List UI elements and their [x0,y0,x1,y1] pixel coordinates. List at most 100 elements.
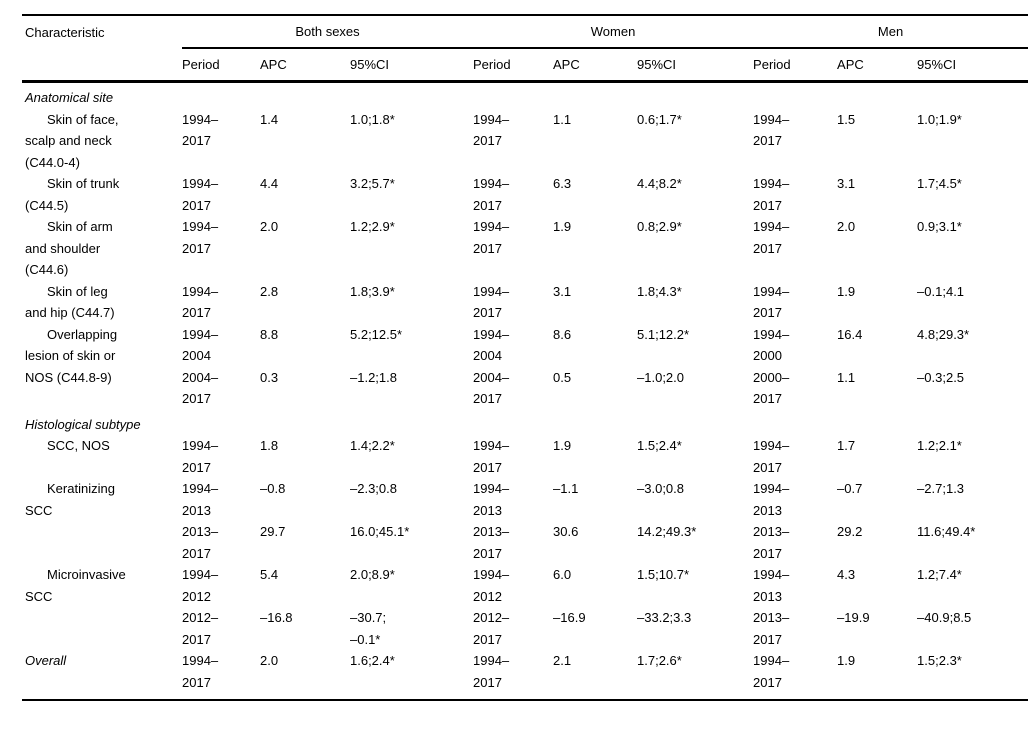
ci-cell: –2.7;1.3 [917,481,965,496]
period-cell: 1994– 2017 [753,219,790,256]
table-row-skin-of-leg: Skin of leg and hip (C44.7) 1994– 2017 2… [22,281,1028,324]
ci-cell: 1.4;2.2* [350,438,395,453]
period-cell: 2004– 2017 [473,369,510,407]
period-cell: 1994– 2017 [473,653,510,690]
ci-cell: –0.3;2.5 [917,369,965,385]
apc-cell: –16.9 [553,610,586,625]
apc-cell: –16.8 [260,610,293,625]
ci-cell: –1.2;1.8 [350,369,397,385]
ci-cell: 1.5;2.4* [637,438,682,453]
column-header-ci: 95%CI [917,48,1028,83]
apc-cell: 8.8 [260,326,279,342]
ci-cell: 1.6;2.4* [350,653,395,668]
column-header-ci: 95%CI [350,48,474,83]
period-cell: 1994– 2017 [182,653,219,690]
section-row-anatomical-site: Anatomical site [22,82,1028,109]
period-cell: 1994– 2017 [182,283,219,321]
apc-cell: 0.5 [553,369,572,385]
apc-cell: 2.0 [837,219,856,234]
apc-cell: 4.4 [260,176,279,191]
ci-cell: 1.2;2.9* [350,219,395,234]
ci-cell: –40.9;8.5 [917,610,972,625]
period-cell: 1994– 2017 [473,111,510,149]
period-cell: 1994– 2012 [182,567,219,604]
section-label: Anatomical site [25,90,114,105]
apc-cell: 1.9 [553,219,572,234]
apc-cell: 3.1 [837,176,856,191]
period-cell: 2012– 2017 [182,610,219,647]
period-cell: 1994– 2004 [473,326,510,364]
table-row-skin-of-face: Skin of face, scalp and neck (C44.0-4) 1… [22,109,1028,174]
characteristic-cell: Overall [25,653,67,668]
column-header-characteristic: Characteristic [22,15,182,83]
ci-cell: –0.1;4.1 [917,283,965,299]
characteristic-cell: Microinvasive SCC [25,567,126,604]
ci-cell: 1.2;7.4* [917,567,962,582]
characteristic-cell: Keratinizing SCC [25,481,115,518]
ci-cell: 4.8;29.3* [917,326,970,342]
table-row-overlapping-lesion-seg2: 2004– 2017 0.3 –1.2;1.8 2004– 2017 0.5 –… [22,367,1028,410]
table-row-skin-of-trunk: Skin of trunk (C44.5) 1994– 2017 4.4 3.2… [22,173,1028,216]
table-row-skin-of-arm: Skin of arm and shoulder (C44.6) 1994– 2… [22,216,1028,281]
apc-cell: 30.6 [553,524,579,539]
characteristic-cell: Skin of trunk (C44.5) [25,176,120,213]
apc-cell: 0.3 [260,369,279,385]
apc-cell: 2.8 [260,283,279,299]
period-cell: 1994– 2012 [473,567,510,604]
period-cell: 1994– 2017 [182,111,219,149]
ci-cell: 5.1;12.2* [637,326,690,342]
ci-cell: 0.8;2.9* [637,219,682,234]
ci-cell: 1.8;3.9* [350,283,395,299]
ci-cell: 1.0;1.8* [350,111,395,127]
apc-cell: 5.4 [260,567,279,582]
column-header-period: Period [473,48,554,83]
period-cell: 1994– 2017 [182,219,219,256]
apc-cell: 1.5 [837,111,856,127]
table-row-overall: Overall 1994– 2017 2.0 1.6;2.4* 1994– 20… [22,650,1028,700]
period-cell: 2013– 2017 [182,524,219,561]
period-cell: 1994– 2017 [753,283,790,321]
period-cell: 1994– 2004 [182,326,219,364]
characteristic-cell: SCC, NOS [47,438,110,453]
ci-cell: 1.8;4.3* [637,283,682,299]
column-header-period: Period [182,48,260,83]
apc-cell: –0.7 [837,481,863,496]
ci-cell: 11.6;49.4* [917,524,976,539]
column-header-apc: APC [837,48,918,83]
apc-trends-table: Characteristic Both sexes Women Men Peri… [22,14,1028,701]
characteristic-cell: Skin of arm and shoulder (C44.6) [25,219,113,277]
period-cell: 2004– 2017 [182,369,219,407]
apc-cell: –19.9 [837,610,870,625]
period-cell: 1994– 2017 [182,438,219,475]
characteristic-cell: Overlapping lesion of skin or NOS (C44.8… [25,326,118,385]
period-cell: 1994– 2017 [753,653,790,690]
ci-cell: –30.7; –0.1* [350,610,387,647]
apc-cell: 1.8 [260,438,279,453]
period-cell: 2012– 2017 [473,610,510,647]
apc-cell: 3.1 [553,283,572,299]
period-cell: 1994– 2017 [473,438,510,475]
ci-cell: 2.0;8.9* [350,567,395,582]
period-cell: 1994– 2017 [473,283,510,321]
ci-cell: –3.0;0.8 [637,481,685,496]
period-cell: 1994– 2017 [753,111,790,149]
ci-cell: 1.2;2.1* [917,438,962,453]
apc-cell: 1.9 [837,653,856,668]
ci-cell: –2.3;0.8 [350,481,397,496]
apc-cell: 1.9 [837,283,856,299]
ci-cell: 0.9;3.1* [917,219,962,234]
group-header-row: Characteristic Both sexes Women Men [22,15,1028,83]
period-cell: 1994– 2013 [182,481,219,518]
group-header-both-sexes: Both sexes [182,15,474,49]
apc-cell: 1.1 [553,111,572,127]
group-header-women: Women [473,15,754,49]
ci-cell: 4.4;8.2* [637,176,682,191]
period-cell: 2013– 2017 [753,610,790,647]
table-row-keratinizing-scc-seg1: Keratinizing SCC 1994– 2013 –0.8 –2.3;0.… [22,478,1028,521]
ci-cell: 0.6;1.7* [637,111,682,127]
characteristic-cell: Skin of leg and hip (C44.7) [25,283,115,321]
table-row-keratinizing-scc-seg2: 2013– 2017 29.7 16.0;45.1* 2013– 2017 30… [22,521,1028,564]
apc-cell: 1.9 [553,438,572,453]
apc-cell: 16.4 [837,326,863,342]
ci-cell: –33.2;3.3 [637,610,692,625]
